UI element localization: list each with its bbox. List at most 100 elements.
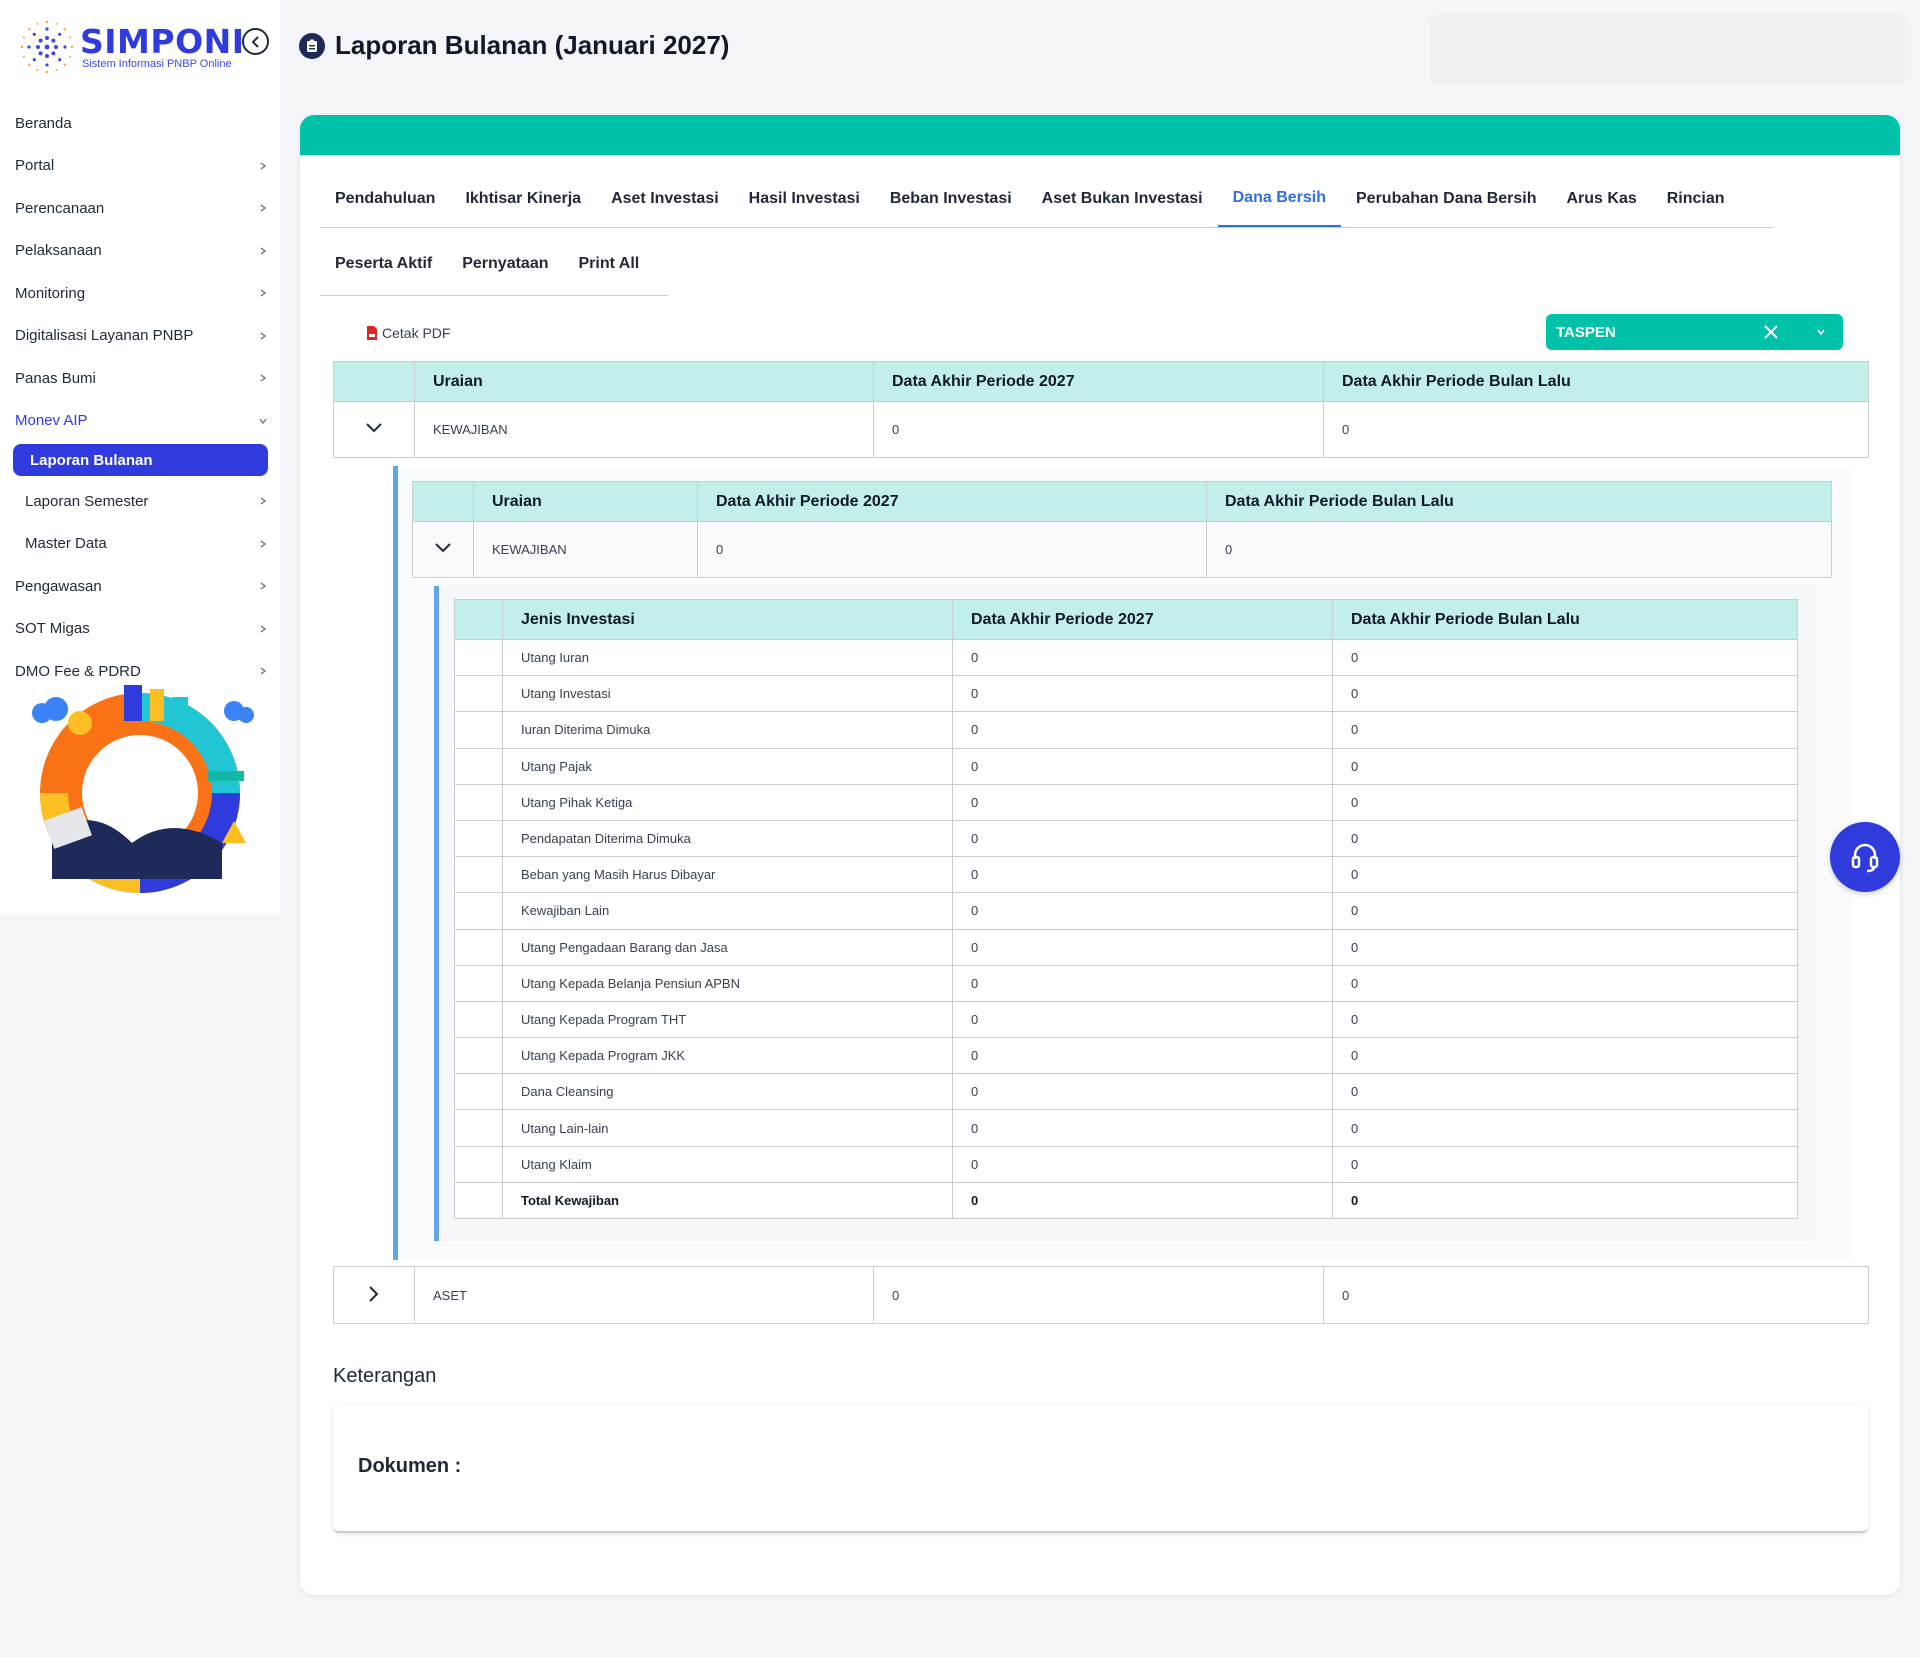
help-support-button[interactable] [1830,822,1900,892]
sidebar-item-monev-aip[interactable]: Monev AIP [0,400,280,443]
tab-pernyataan[interactable]: Pernyataan [462,255,549,272]
chevron-left-icon [251,35,259,48]
row-previous: 0 [1332,819,1798,858]
table-row: Utang Iuran 0 0 [454,638,1798,677]
tab-arus-kas[interactable]: Arus Kas [1566,189,1637,207]
sidebar-item-perencanaan[interactable]: Perencanaan [0,187,280,230]
sidebar-item-dmo-fee[interactable]: DMO Fee & PDRD [0,650,280,693]
row-previous: 0 [1323,1266,1869,1324]
sidebar-item-beranda[interactable]: Beranda [0,102,280,145]
expand-toggle[interactable] [412,521,474,578]
tab-aset-investasi[interactable]: Aset Investasi [611,189,719,207]
tab-bar-secondary: Peserta Aktif Pernyataan Print All [320,233,668,296]
sidebar-item-laporan-bulanan[interactable]: Laporan Bulanan [13,444,268,476]
table-row: Beban yang Masih Harus Dibayar 0 0 [454,856,1798,894]
cetak-pdf-button[interactable]: Cetak PDF [366,325,450,341]
row-previous: 0 [1323,401,1869,458]
row-label: Kewajiban Lain [502,892,953,930]
chevron-right-icon [260,624,267,633]
row-blank [454,638,503,677]
chevron-right-icon [260,497,267,505]
entity-select[interactable]: TASPEN [1546,314,1843,350]
tab-perubahan-dana-bersih[interactable]: Perubahan Dana Bersih [1356,189,1537,207]
sidebar-item-monitoring[interactable]: Monitoring [0,272,280,315]
row-blank [454,783,503,821]
pdf-file-icon [367,326,377,340]
brand-logo[interactable]: SIMPONI Sistem Informasi PNBP Online [18,18,244,78]
table-header-uraian: Uraian [473,481,698,522]
sidebar-item-sot-migas[interactable]: SOT Migas [0,608,280,651]
table-dana-bersih: Uraian Data Akhir Periode 2027 Data Akhi… [333,361,1869,458]
tab-pendahuluan[interactable]: Pendahuluan [335,189,436,207]
row-current: 0 [697,521,1207,578]
row-label: Utang Investasi [502,675,953,713]
row-current: 0 [952,1109,1333,1147]
row-blank [454,964,503,1002]
row-label: KEWAJIBAN [473,521,698,578]
row-label: Utang Kepada Program THT [502,1000,953,1039]
dokumen-label: Dokumen : [358,1455,462,1477]
row-current: 0 [952,1181,1333,1220]
brand-name: SIMPONI [80,22,245,61]
tab-dana-bersih[interactable]: Dana Bersih [1217,170,1341,227]
row-previous: 0 [1332,783,1798,821]
sidebar-item-label: SOT Migas [15,620,90,638]
table-row: Utang Pengadaan Barang dan Jasa 0 0 [454,928,1798,966]
row-current: 0 [952,675,1333,713]
row-label: Beban yang Masih Harus Dibayar [502,856,953,894]
table-header-uraian: Uraian [414,361,874,402]
sidebar-item-portal[interactable]: Portal [0,145,280,188]
keterangan-heading: Keterangan [333,1365,437,1387]
tab-print-all[interactable]: Print All [578,255,640,272]
tab-peserta-aktif[interactable]: Peserta Aktif [335,255,433,272]
collapse-sidebar-button[interactable] [242,28,269,55]
table-row: KEWAJIBAN 0 0 [333,401,1869,458]
tab-beban-investasi[interactable]: Beban Investasi [889,189,1012,207]
keterangan-box: Dokumen : [333,1405,1868,1533]
row-blank [454,892,503,930]
row-previous: 0 [1332,928,1798,966]
expand-toggle[interactable] [333,1266,415,1324]
tab-aset-bukan-investasi[interactable]: Aset Bukan Investasi [1041,189,1203,207]
tab-ikhtisar-kinerja[interactable]: Ikhtisar Kinerja [465,189,582,207]
table-row: Utang Pihak Ketiga 0 0 [454,783,1798,821]
sidebar-item-pengawasan[interactable]: Pengawasan [0,565,280,608]
row-blank [454,1145,503,1183]
sidebar-item-pelaksanaan[interactable]: Pelaksanaan [0,230,280,273]
simponi-logo-icon [20,20,74,74]
table-header-previous: Data Akhir Periode Bulan Lalu [1332,599,1798,640]
row-previous: 0 [1206,521,1832,578]
row-label: Utang Pihak Ketiga [502,783,953,821]
sidebar-item-panas-bumi[interactable]: Panas Bumi [0,357,280,400]
row-blank [454,1037,503,1075]
user-profile-area[interactable] [1430,14,1905,84]
table-header-current: Data Akhir Periode 2027 [952,599,1333,640]
sidebar-item-label: Perencanaan [15,199,105,217]
row-previous: 0 [1332,675,1798,713]
table-header-row: Uraian Data Akhir Periode 2027 Data Akhi… [412,481,1832,522]
row-previous: 0 [1332,856,1798,894]
tab-rincian[interactable]: Rincian [1666,189,1725,207]
row-previous: 0 [1332,1145,1798,1183]
row-current: 0 [952,856,1333,894]
row-previous: 0 [1332,1000,1798,1039]
row-blank [454,747,503,785]
cetak-pdf-label: Cetak PDF [382,325,451,341]
tab-hasil-investasi[interactable]: Hasil Investasi [748,189,860,207]
table-body: Utang Iuran 0 0 Utang Investasi 0 0 Iuran Dite… [454,638,1798,1220]
chevron-right-icon [260,161,267,170]
sidebar-item-master-data[interactable]: Master Data [0,523,280,566]
sidebar-item-digitalisasi[interactable]: Digitalisasi Layanan PNBP [0,315,280,358]
row-previous: 0 [1332,638,1798,677]
sidebar-item-label: Laporan Bulanan [30,451,153,469]
chevron-down-icon[interactable] [1816,327,1826,337]
row-label: Utang Pengadaan Barang dan Jasa [502,928,953,966]
headset-icon [1851,843,1879,873]
expand-toggle[interactable] [333,401,415,458]
table-row: Utang Kepada Belanja Pensiun APBN 0 0 [454,964,1798,1002]
clear-icon[interactable] [1763,324,1779,340]
chevron-right-icon [260,374,267,382]
row-previous: 0 [1332,747,1798,785]
sidebar-item-label: Pelaksanaan [15,242,102,260]
sidebar-item-laporan-semester[interactable]: Laporan Semester [0,480,280,523]
